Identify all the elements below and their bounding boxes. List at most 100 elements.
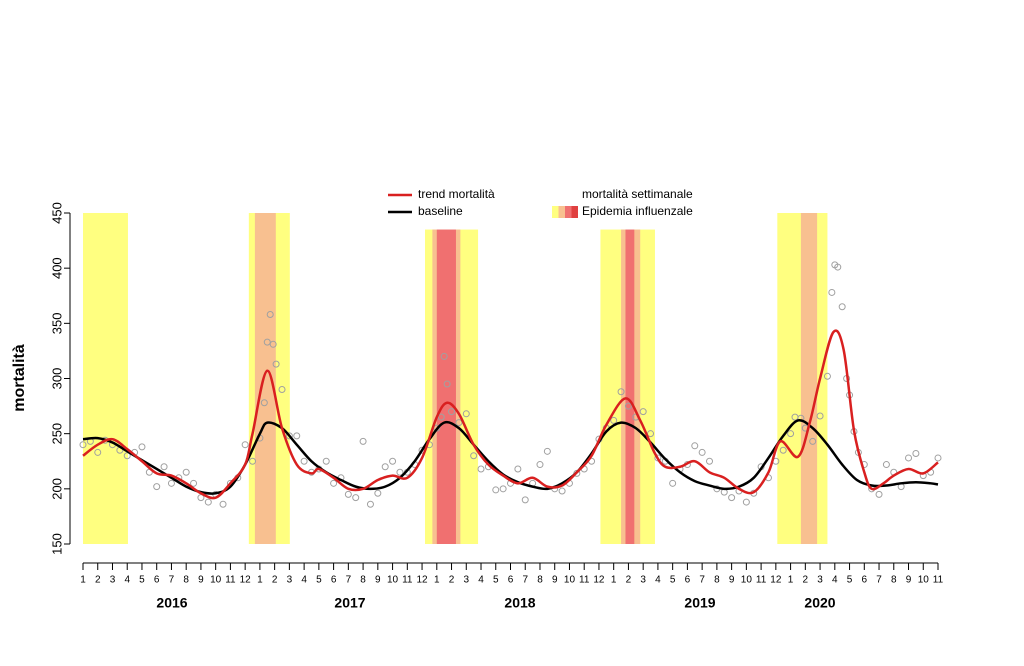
scatter-point bbox=[440, 352, 448, 360]
x-tick-label: 4 bbox=[832, 575, 838, 586]
scatter-point bbox=[352, 494, 360, 502]
scatter-point bbox=[558, 487, 566, 495]
x-tick-label: 3 bbox=[640, 575, 646, 586]
scatter-point bbox=[669, 479, 677, 487]
scatter-point bbox=[477, 465, 485, 473]
x-tick-label: 2 bbox=[95, 575, 101, 586]
scatter-point bbox=[272, 360, 280, 368]
x-tick-label: 2 bbox=[626, 575, 632, 586]
scatter-point bbox=[882, 461, 890, 469]
x-tick-label: 5 bbox=[670, 575, 676, 586]
scatter-point bbox=[455, 419, 463, 427]
x-tick-label: 1 bbox=[611, 575, 617, 586]
epidemic-band bbox=[625, 229, 635, 545]
scatter-point bbox=[389, 457, 397, 465]
x-tick-label: 1 bbox=[788, 575, 794, 586]
year-label: 2016 bbox=[156, 595, 187, 611]
x-tick-label: 12 bbox=[416, 575, 428, 586]
legend-label: baseline bbox=[418, 204, 463, 218]
y-tick-label: 150 bbox=[49, 533, 64, 555]
scatter-point bbox=[381, 463, 389, 471]
scatter-point bbox=[190, 479, 198, 487]
x-tick-label: 5 bbox=[316, 575, 322, 586]
scatter-point bbox=[779, 446, 787, 454]
scatter-point bbox=[543, 447, 551, 455]
x-tick-label: 10 bbox=[741, 575, 753, 586]
scatter-point bbox=[138, 443, 146, 451]
x-tick-label: 5 bbox=[847, 575, 853, 586]
scatter-point bbox=[905, 454, 913, 462]
x-tick-label: 7 bbox=[346, 575, 352, 586]
scatter-point bbox=[828, 288, 836, 296]
scatter-point bbox=[396, 468, 404, 476]
x-tick-label: 10 bbox=[918, 575, 930, 586]
y-axis-label: mortalità bbox=[11, 344, 28, 412]
x-tick-label: 11 bbox=[579, 575, 590, 586]
scatter-point bbox=[437, 413, 445, 421]
scatter-point bbox=[366, 500, 374, 508]
scatter-point bbox=[160, 463, 168, 471]
scatter-point bbox=[263, 338, 271, 346]
x-tick-label: 2 bbox=[803, 575, 809, 586]
x-tick-label: 5 bbox=[493, 575, 499, 586]
x-tick-label: 9 bbox=[198, 575, 204, 586]
year-label: 2017 bbox=[334, 595, 365, 611]
legend-label: trend mortalità bbox=[418, 187, 495, 201]
scatter-point bbox=[499, 485, 507, 493]
scatter-point bbox=[838, 303, 846, 311]
scatter-point bbox=[182, 468, 190, 476]
scatter-point bbox=[197, 494, 205, 502]
scatter-point bbox=[266, 311, 274, 319]
scatter-point bbox=[322, 457, 330, 465]
epidemic-band bbox=[254, 213, 276, 544]
trend-line bbox=[82, 418, 939, 495]
epidemic-band bbox=[800, 213, 818, 544]
scatter-point bbox=[706, 457, 714, 465]
x-tick-label: 3 bbox=[110, 575, 116, 586]
x-tick-label: 4 bbox=[301, 575, 307, 586]
scatter-point bbox=[278, 386, 286, 394]
x-tick-label: 7 bbox=[522, 575, 528, 586]
x-tick-label: 6 bbox=[862, 575, 868, 586]
scatter-point bbox=[624, 402, 632, 410]
x-tick-label: 7 bbox=[876, 575, 882, 586]
scatter-point bbox=[912, 450, 920, 458]
x-tick-label: 2 bbox=[272, 575, 278, 586]
x-tick-label: 6 bbox=[508, 575, 514, 586]
epidemic-band bbox=[83, 213, 128, 544]
x-tick-label: 8 bbox=[714, 575, 720, 586]
scatter-point bbox=[330, 479, 338, 487]
x-tick-label: 3 bbox=[817, 575, 823, 586]
scatter-point bbox=[462, 410, 470, 418]
trend-line bbox=[82, 329, 939, 500]
legend-swatch bbox=[571, 206, 578, 218]
scatter-point bbox=[219, 500, 227, 508]
y-tick-label: 250 bbox=[49, 423, 64, 445]
x-tick-label: 9 bbox=[552, 575, 558, 586]
x-tick-label: 8 bbox=[183, 575, 189, 586]
year-label: 2020 bbox=[804, 595, 835, 611]
scatter-point bbox=[79, 441, 87, 449]
x-tick-label: 2 bbox=[449, 575, 455, 586]
y-tick-label: 350 bbox=[49, 312, 64, 334]
x-tick-label: 6 bbox=[154, 575, 160, 586]
legend-swatch bbox=[558, 206, 565, 218]
scatter-point bbox=[374, 489, 382, 497]
scatter-point bbox=[249, 457, 257, 465]
scatter-point bbox=[875, 490, 883, 498]
scatter-point bbox=[359, 437, 367, 445]
x-tick-label: 1 bbox=[434, 575, 440, 586]
x-tick-label: 10 bbox=[387, 575, 399, 586]
scatter-point bbox=[934, 454, 942, 462]
x-tick-label: 11 bbox=[225, 575, 236, 586]
scatter-point bbox=[269, 340, 277, 348]
y-tick-label: 450 bbox=[49, 202, 64, 224]
x-tick-label: 8 bbox=[537, 575, 543, 586]
scatter-point bbox=[617, 388, 625, 396]
x-tick-label: 5 bbox=[139, 575, 145, 586]
x-tick-label: 3 bbox=[287, 575, 293, 586]
scatter-point bbox=[834, 263, 842, 271]
x-tick-label: 12 bbox=[593, 575, 605, 586]
x-tick-label: 9 bbox=[906, 575, 912, 586]
y-tick-label: 200 bbox=[49, 478, 64, 500]
